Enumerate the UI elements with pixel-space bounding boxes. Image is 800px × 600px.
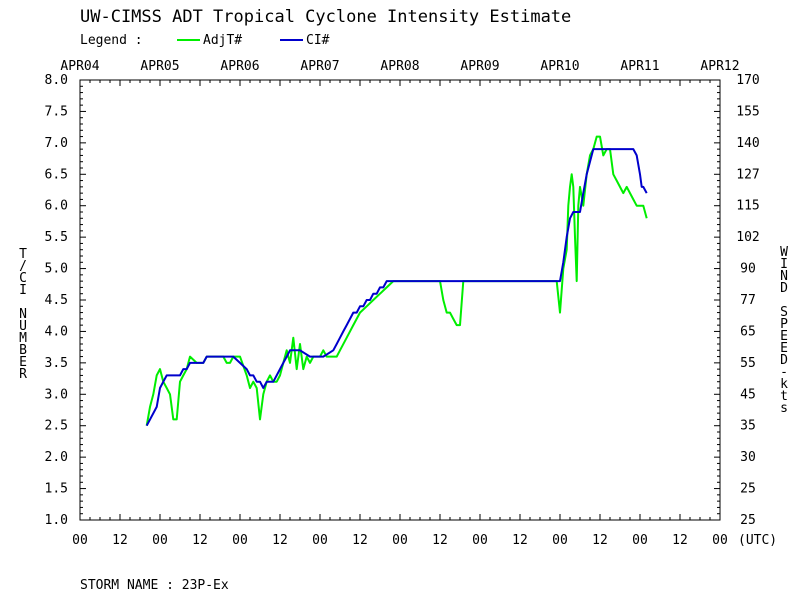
tci-tick-label: 5.5 [45, 230, 68, 245]
wind-tick-label: 115 [736, 199, 759, 214]
tci-tick-label: 3.0 [45, 387, 68, 402]
tci-tick-label: 8.0 [45, 73, 68, 88]
hour-label: 12 [672, 533, 688, 548]
wind-tick-label: 25 [740, 513, 756, 528]
utc-unit-label: (UTC) [738, 533, 777, 548]
hour-label: 12 [272, 533, 288, 548]
wind-tick-label: 90 [740, 262, 756, 277]
hour-label: 12 [192, 533, 208, 548]
tci-tick-label: 5.0 [45, 262, 68, 277]
plot-frame [79, 79, 721, 521]
hour-label: 12 [592, 533, 608, 548]
wind-tick-label: 25 [740, 482, 756, 497]
legend-entry-ci: CI# [306, 33, 330, 48]
date-label: APR11 [620, 59, 659, 74]
date-label: APR06 [220, 59, 259, 74]
storm-name: STORM NAME : 23P-Ex [80, 578, 229, 593]
hour-label: 00 [712, 533, 728, 548]
tci-tick-label: 2.5 [45, 419, 68, 434]
axis-ticks [79, 79, 721, 521]
hour-label: 12 [352, 533, 368, 548]
hour-label: 00 [72, 533, 88, 548]
wind-tick-label: 45 [740, 387, 756, 402]
legend-label: Legend : [80, 33, 143, 48]
hour-label: 12 [432, 533, 448, 548]
wind-tick-label: 155 [736, 104, 759, 119]
hour-label: 00 [392, 533, 408, 548]
tci-tick-label: 1.5 [45, 482, 68, 497]
date-label: APR12 [700, 59, 739, 74]
wind-tick-label: 65 [740, 324, 756, 339]
series-ci-line [145, 148, 648, 427]
date-label: APR08 [380, 59, 419, 74]
wind-axis: 25 25 30 35 45 55 65 77 90 102 115 127 140 155 170 [736, 73, 759, 528]
tci-axis: 1.0 1.5 2.0 2.5 3.0 3.5 4.0 4.5 5.0 5.5 6.0 6.5 7.0 7… [45, 73, 68, 528]
tci-tick-label: 4.0 [45, 324, 68, 339]
date-label: APR05 [140, 59, 179, 74]
tci-tick-label: 6.0 [45, 199, 68, 214]
hour-label: 00 [472, 533, 488, 548]
hour-label: 00 [232, 533, 248, 548]
wind-tick-label: 55 [740, 356, 756, 371]
hour-label: 00 [632, 533, 648, 548]
tci-tick-label: 1.0 [45, 513, 68, 528]
wind-tick-label: 102 [736, 230, 759, 245]
hour-label: 00 [312, 533, 328, 548]
wind-tick-label: 170 [736, 73, 759, 88]
wind-tick-label: 140 [736, 136, 759, 151]
wind-tick-label: 30 [740, 450, 756, 465]
hour-label: 00 [552, 533, 568, 548]
date-label: APR04 [60, 59, 99, 74]
tci-tick-label: 2.0 [45, 450, 68, 465]
wind-tick-label: 77 [740, 293, 756, 308]
tci-tick-label: 3.5 [45, 356, 68, 371]
tci-tick-label: 7.5 [45, 104, 68, 119]
chart-title: UW-CIMSS ADT Tropical Cyclone Intensity … [80, 7, 571, 27]
date-label: APR07 [300, 59, 339, 74]
hour-label: 00 [152, 533, 168, 548]
wind-tick-label: 35 [740, 419, 756, 434]
tci-tick-label: 7.0 [45, 136, 68, 151]
hour-label: 12 [512, 533, 528, 548]
legend-entry-adjt: AdjT# [203, 33, 242, 48]
data-series [145, 135, 648, 427]
date-label: APR09 [460, 59, 499, 74]
legend: Legend : AdjT# CI# [80, 33, 330, 48]
date-axis: APR04 APR05 APR06 APR07 APR08 APR09 APR10 APR11… [60, 59, 739, 74]
hour-label: 12 [112, 533, 128, 548]
tci-tick-label: 4.5 [45, 293, 68, 308]
date-label: APR10 [540, 59, 579, 74]
wind-tick-label: 127 [736, 167, 759, 182]
hour-axis: 00 12 00 12 00 12 00 12 00 12 00 12 00 12 00 12 00 [72, 533, 728, 548]
tci-tick-label: 6.5 [45, 167, 68, 182]
